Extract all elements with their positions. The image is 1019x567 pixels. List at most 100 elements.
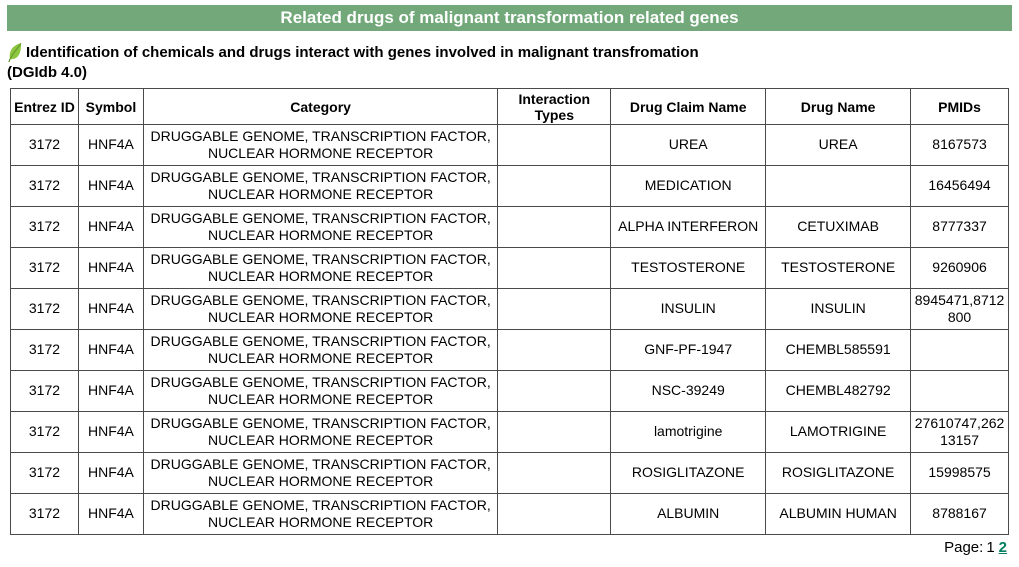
table-row: 3172 HNF4A DRUGGABLE GENOME, TRANSCRIPTION… [10, 370, 1009, 412]
cell-interaction_types [497, 370, 612, 412]
cell-symbol: HNF4A [77, 288, 144, 330]
column-header-drug_claim_name: Drug Claim Name [610, 88, 767, 125]
cell-entrez_id: 3172 [10, 288, 79, 330]
cell-category: DRUGGABLE GENOME, TRANSCRIPTION FACTOR, … [142, 370, 499, 412]
cell-drug_claim_name: ROSIGLITAZONE [610, 452, 767, 494]
cell-drug_claim_name: TESTOSTERONE [610, 247, 767, 289]
cell-pmids: 8788167 [910, 493, 1009, 535]
cell-pmids [910, 370, 1009, 412]
cell-entrez_id: 3172 [10, 124, 79, 166]
cell-category: DRUGGABLE GENOME, TRANSCRIPTION FACTOR, … [142, 329, 499, 371]
column-header-pmids: PMIDs [910, 88, 1009, 125]
cell-pmids: 15998575 [910, 452, 1009, 494]
table-row: 3172 HNF4A DRUGGABLE GENOME, TRANSCRIPTION… [10, 288, 1009, 330]
cell-drug_name [765, 165, 912, 207]
current-page: 1 [986, 539, 995, 556]
table-row: 3172 HNF4A DRUGGABLE GENOME, TRANSCRIPTION… [10, 411, 1009, 453]
cell-interaction_types [497, 165, 612, 207]
cell-drug_name: CHEMBL585591 [765, 329, 912, 371]
column-header-symbol: Symbol [77, 88, 144, 125]
subtitle-text: Identification of chemicals and drugs in… [26, 43, 699, 61]
cell-pmids: 8167573 [910, 124, 1009, 166]
cell-drug_name: INSULIN [765, 288, 912, 330]
cell-drug_claim_name: NSC-39249 [610, 370, 767, 412]
drugs-table: Entrez ID Symbol Category Interaction Types… [10, 88, 1009, 535]
table-row: 3172 HNF4A DRUGGABLE GENOME, TRANSCRIPTION… [10, 493, 1009, 535]
cell-pmids: 16456494 [910, 165, 1009, 207]
cell-entrez_id: 3172 [10, 247, 79, 289]
cell-pmids: 8945471,8712800 [910, 288, 1009, 330]
cell-symbol: HNF4A [77, 329, 144, 371]
cell-drug_name: ROSIGLITAZONE [765, 452, 912, 494]
cell-symbol: HNF4A [77, 247, 144, 289]
pagination: Page: 1 2 [0, 539, 1007, 556]
column-header-category: Category [142, 88, 499, 125]
cell-pmids: 8777337 [910, 206, 1009, 248]
cell-drug_name: LAMOTRIGINE [765, 411, 912, 453]
cell-drug_claim_name: UREA [610, 124, 767, 166]
cell-pmids: 27610747,26213157 [910, 411, 1009, 453]
cell-category: DRUGGABLE GENOME, TRANSCRIPTION FACTOR, … [142, 288, 499, 330]
cell-drug_claim_name: INSULIN [610, 288, 767, 330]
cell-entrez_id: 3172 [10, 493, 79, 535]
cell-drug_claim_name: lamotrigine [610, 411, 767, 453]
table-row: 3172 HNF4A DRUGGABLE GENOME, TRANSCRIPTION… [10, 452, 1009, 494]
cell-pmids: 9260906 [910, 247, 1009, 289]
cell-interaction_types [497, 124, 612, 166]
pagination-label: Page: [944, 539, 984, 556]
cell-category: DRUGGABLE GENOME, TRANSCRIPTION FACTOR, … [142, 206, 499, 248]
cell-drug_name: CETUXIMAB [765, 206, 912, 248]
cell-symbol: HNF4A [77, 165, 144, 207]
cell-interaction_types [497, 247, 612, 289]
cell-drug_claim_name: ALBUMIN [610, 493, 767, 535]
table-row: 3172 HNF4A DRUGGABLE GENOME, TRANSCRIPTION… [10, 206, 1009, 248]
cell-symbol: HNF4A [77, 370, 144, 412]
cell-drug_name: UREA [765, 124, 912, 166]
cell-category: DRUGGABLE GENOME, TRANSCRIPTION FACTOR, … [142, 452, 499, 494]
table-row: 3172 HNF4A DRUGGABLE GENOME, TRANSCRIPTION… [10, 165, 1009, 207]
cell-drug_claim_name: MEDICATION [610, 165, 767, 207]
table-row: 3172 HNF4A DRUGGABLE GENOME, TRANSCRIPTION… [10, 124, 1009, 166]
cell-drug_claim_name: ALPHA INTERFERON [610, 206, 767, 248]
cell-pmids [910, 329, 1009, 371]
cell-drug_name: CHEMBL482792 [765, 370, 912, 412]
cell-entrez_id: 3172 [10, 370, 79, 412]
cell-entrez_id: 3172 [10, 452, 79, 494]
cell-drug_name: TESTOSTERONE [765, 247, 912, 289]
cell-symbol: HNF4A [77, 411, 144, 453]
column-header-interaction_types: Interaction Types [497, 88, 612, 125]
subtitle-block: Identification of chemicals and drugs in… [7, 42, 1012, 63]
leaf-icon [7, 42, 25, 63]
table-row: 3172 HNF4A DRUGGABLE GENOME, TRANSCRIPTION… [10, 247, 1009, 289]
cell-drug_name: ALBUMIN HUMAN [765, 493, 912, 535]
page-link-2[interactable]: 2 [998, 539, 1007, 556]
cell-entrez_id: 3172 [10, 411, 79, 453]
cell-interaction_types [497, 329, 612, 371]
table-header-row: Entrez ID Symbol Category Interaction Types… [10, 88, 1009, 125]
cell-entrez_id: 3172 [10, 329, 79, 371]
cell-interaction_types [497, 411, 612, 453]
cell-interaction_types [497, 206, 612, 248]
cell-symbol: HNF4A [77, 206, 144, 248]
cell-drug_claim_name: GNF-PF-1947 [610, 329, 767, 371]
column-header-drug_name: Drug Name [765, 88, 912, 125]
cell-symbol: HNF4A [77, 493, 144, 535]
title-bar: Related drugs of malignant transformatio… [7, 5, 1012, 31]
cell-category: DRUGGABLE GENOME, TRANSCRIPTION FACTOR, … [142, 247, 499, 289]
column-header-entrez_id: Entrez ID [10, 88, 79, 125]
page-title: Related drugs of malignant transformatio… [280, 8, 739, 27]
subtitle-source: (DGIdb 4.0) [7, 64, 88, 81]
cell-interaction_types [497, 288, 612, 330]
table-row: 3172 HNF4A DRUGGABLE GENOME, TRANSCRIPTION… [10, 329, 1009, 371]
cell-entrez_id: 3172 [10, 165, 79, 207]
cell-category: DRUGGABLE GENOME, TRANSCRIPTION FACTOR, … [142, 165, 499, 207]
cell-symbol: HNF4A [77, 452, 144, 494]
cell-interaction_types [497, 452, 612, 494]
cell-interaction_types [497, 493, 612, 535]
cell-category: DRUGGABLE GENOME, TRANSCRIPTION FACTOR, … [142, 411, 499, 453]
cell-symbol: HNF4A [77, 124, 144, 166]
cell-category: DRUGGABLE GENOME, TRANSCRIPTION FACTOR, … [142, 124, 499, 166]
cell-entrez_id: 3172 [10, 206, 79, 248]
cell-category: DRUGGABLE GENOME, TRANSCRIPTION FACTOR, … [142, 493, 499, 535]
